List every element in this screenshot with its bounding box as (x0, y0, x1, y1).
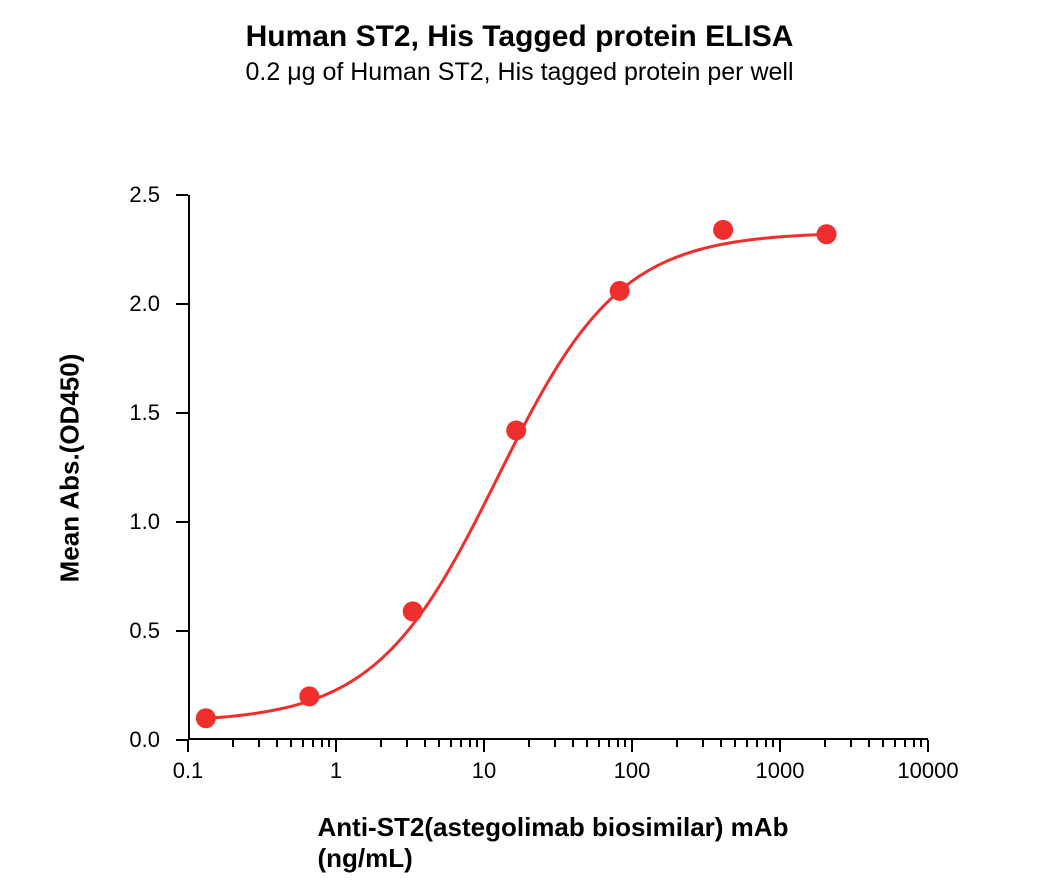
title-block: Human ST2, His Tagged protein ELISA 0.2 … (0, 0, 1039, 87)
x-minor-tick (920, 740, 922, 747)
data-point (506, 420, 526, 440)
y-tick (176, 194, 188, 196)
y-tick-label: 0.0 (129, 727, 160, 753)
x-minor-tick (380, 740, 382, 747)
x-tick-label: 100 (614, 758, 651, 784)
x-minor-tick (702, 740, 704, 747)
x-minor-tick (276, 740, 278, 747)
y-tick-label: 1.5 (129, 400, 160, 426)
x-minor-tick (850, 740, 852, 747)
x-tick-label: 1000 (756, 758, 805, 784)
x-minor-tick (598, 740, 600, 747)
x-minor-tick (424, 740, 426, 747)
chart-svg (190, 195, 930, 740)
y-tick-label: 0.5 (129, 618, 160, 644)
y-tick (176, 739, 188, 741)
x-minor-tick (756, 740, 758, 747)
x-tick (631, 740, 633, 752)
data-point (610, 281, 630, 301)
y-tick-label: 2.5 (129, 182, 160, 208)
chart-container: Human ST2, His Tagged protein ELISA 0.2 … (0, 0, 1039, 886)
mu-symbol: μ (287, 58, 301, 86)
x-minor-tick (312, 740, 314, 747)
y-tick (176, 521, 188, 523)
x-minor-tick (586, 740, 588, 747)
x-minor-tick (450, 740, 452, 747)
x-tick-label: 1 (330, 758, 342, 784)
x-minor-tick (720, 740, 722, 747)
x-minor-tick (572, 740, 574, 747)
x-tick-label: 10000 (897, 758, 958, 784)
x-minor-tick (746, 740, 748, 747)
x-minor-tick (676, 740, 678, 747)
y-tick-label: 2.0 (129, 291, 160, 317)
data-point (299, 686, 319, 706)
x-minor-tick (765, 740, 767, 747)
x-minor-tick (824, 740, 826, 747)
x-minor-tick (321, 740, 323, 747)
x-tick (779, 740, 781, 752)
x-minor-tick (438, 740, 440, 747)
x-tick (483, 740, 485, 752)
x-minor-tick (913, 740, 915, 747)
x-minor-tick (460, 740, 462, 747)
x-minor-tick (406, 740, 408, 747)
x-minor-tick (290, 740, 292, 747)
x-minor-tick (232, 740, 234, 747)
data-point (403, 601, 423, 621)
x-minor-tick (772, 740, 774, 747)
chart-title: Human ST2, His Tagged protein ELISA (0, 0, 1039, 54)
x-minor-tick (617, 740, 619, 747)
plot-area (188, 195, 928, 740)
y-tick (176, 412, 188, 414)
x-minor-tick (258, 740, 260, 747)
x-tick-label: 0.1 (173, 758, 204, 784)
x-tick-label: 10 (472, 758, 496, 784)
data-point (713, 220, 733, 240)
x-minor-tick (894, 740, 896, 747)
x-minor-tick (554, 740, 556, 747)
x-minor-tick (469, 740, 471, 747)
x-minor-tick (904, 740, 906, 747)
x-minor-tick (624, 740, 626, 747)
x-minor-tick (608, 740, 610, 747)
y-tick (176, 303, 188, 305)
y-tick (176, 630, 188, 632)
x-tick (187, 740, 189, 752)
data-point (196, 708, 216, 728)
x-minor-tick (302, 740, 304, 747)
fit-curve (206, 234, 827, 718)
x-minor-tick (476, 740, 478, 747)
y-tick-label: 1.0 (129, 509, 160, 535)
x-minor-tick (328, 740, 330, 747)
data-point (817, 224, 837, 244)
chart-subtitle: 0.2 μg of Human ST2, His tagged protein … (0, 58, 1039, 87)
x-tick (335, 740, 337, 752)
x-axis-label: Anti-ST2(astegolimab biosimilar) mAb (ng… (318, 812, 799, 874)
x-minor-tick (882, 740, 884, 747)
x-minor-tick (528, 740, 530, 747)
x-minor-tick (868, 740, 870, 747)
y-axis-label: Mean Abs.(OD450) (55, 353, 86, 582)
subtitle-suffix: g of Human ST2, His tagged protein per w… (302, 58, 794, 86)
subtitle-prefix: 0.2 (245, 58, 287, 86)
x-minor-tick (734, 740, 736, 747)
x-tick (927, 740, 929, 752)
